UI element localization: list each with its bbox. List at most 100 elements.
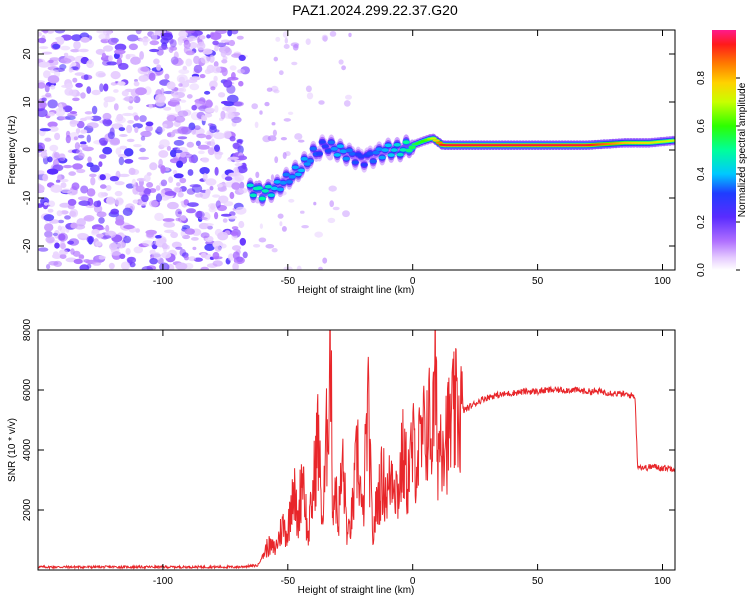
- noise-blob: [57, 219, 65, 224]
- noise-blob: [107, 37, 118, 46]
- noise-blob: [156, 64, 162, 71]
- noise-blob: [179, 177, 187, 184]
- noise-blob: [205, 134, 212, 140]
- noise-blob: [224, 176, 233, 181]
- noise-blob: [161, 242, 168, 250]
- noise-blob: [67, 189, 78, 196]
- noise-blob: [114, 116, 126, 124]
- noise-blob: [151, 32, 158, 42]
- noise-blob: [173, 186, 180, 193]
- noise-blob: [75, 82, 83, 88]
- noise-blob: [209, 125, 218, 134]
- noise-blob: [277, 213, 284, 219]
- noise-blob: [180, 152, 187, 158]
- noise-blob: [71, 62, 77, 67]
- noise-blob: [109, 176, 119, 182]
- noise-blob: [213, 46, 219, 52]
- noise-blob: [209, 54, 215, 63]
- noise-blob: [110, 71, 121, 80]
- noise-blob: [60, 45, 71, 51]
- snr-x-tick-label: 50: [532, 576, 544, 587]
- noise-blob: [114, 190, 123, 197]
- noise-blob: [200, 56, 211, 64]
- noise-blob: [44, 230, 53, 238]
- noise-blob: [110, 82, 117, 86]
- noise-blob: [176, 160, 184, 168]
- noise-blob: [77, 196, 90, 201]
- noise-blob: [341, 65, 346, 71]
- noise-blob: [44, 223, 54, 232]
- noise-blob: [212, 40, 219, 46]
- snr-y-tick-label: 4000: [22, 438, 33, 461]
- noise-blob: [50, 184, 63, 193]
- noise-blob: [155, 193, 163, 203]
- noise-blob: [49, 69, 59, 74]
- ridge-segment: [330, 147, 338, 151]
- noise-blob: [155, 235, 162, 239]
- noise-blob: [140, 135, 146, 141]
- noise-blob: [86, 263, 92, 269]
- noise-blob: [236, 138, 244, 144]
- noise-blob: [41, 97, 47, 102]
- noise-blob: [259, 110, 263, 115]
- noise-blob: [177, 136, 188, 140]
- noise-blob: [57, 232, 68, 242]
- noise-blob: [281, 226, 287, 232]
- noise-blob: [283, 118, 291, 122]
- noise-blob: [204, 243, 215, 251]
- noise-blob: [52, 43, 61, 50]
- noise-blob: [232, 142, 240, 149]
- noise-blob: [63, 52, 69, 57]
- noise-blob: [199, 167, 210, 175]
- noise-blob: [166, 114, 177, 122]
- noise-blob: [211, 65, 222, 74]
- colorbar-gradient: [712, 30, 736, 270]
- noise-blob: [106, 196, 115, 205]
- noise-blob: [172, 94, 179, 99]
- noise-blob: [92, 261, 102, 266]
- noise-blob: [119, 145, 128, 150]
- noise-blob: [49, 144, 59, 152]
- noise-blob: [271, 248, 276, 253]
- noise-blob: [46, 264, 51, 270]
- noise-blob: [176, 182, 181, 187]
- noise-blob: [205, 178, 217, 186]
- noise-blob: [321, 34, 329, 42]
- noise-blob: [196, 133, 207, 139]
- noise-blob: [70, 49, 79, 53]
- noise-blob: [90, 115, 102, 122]
- ridge-segment: [282, 172, 290, 177]
- noise-blob: [72, 163, 83, 170]
- spectrogram-y-ticks: -20 -10 0 10 20: [22, 48, 675, 253]
- noise-blob: [174, 115, 186, 123]
- ridge-segment: [390, 148, 398, 152]
- snr-y-tick-label: 6000: [22, 378, 33, 401]
- noise-blob: [135, 87, 147, 96]
- noise-blob: [41, 51, 53, 55]
- noise-blob: [188, 156, 195, 163]
- noise-blob: [43, 214, 55, 222]
- noise-blob: [318, 266, 323, 270]
- noise-blob: [168, 46, 174, 53]
- noise-blob: [284, 37, 288, 44]
- noise-blob: [113, 103, 119, 111]
- noise-blob: [140, 130, 152, 138]
- noise-blob: [232, 262, 239, 270]
- noise-blob: [123, 235, 132, 244]
- noise-blob: [80, 144, 88, 148]
- noise-blob: [60, 178, 69, 183]
- signal-ridge: [246, 133, 675, 207]
- noise-blob: [195, 140, 201, 147]
- noise-blob: [105, 119, 113, 125]
- ridge-segment: [264, 184, 272, 189]
- noise-blob: [90, 176, 96, 186]
- noise-blob: [149, 162, 158, 171]
- noise-blob: [234, 163, 243, 167]
- noise-blob: [214, 245, 222, 252]
- noise-blob: [174, 149, 183, 154]
- noise-blob: [187, 35, 197, 42]
- noise-blob: [282, 31, 289, 38]
- snr-x-ticks: -100 -50 0 50 100: [153, 330, 671, 587]
